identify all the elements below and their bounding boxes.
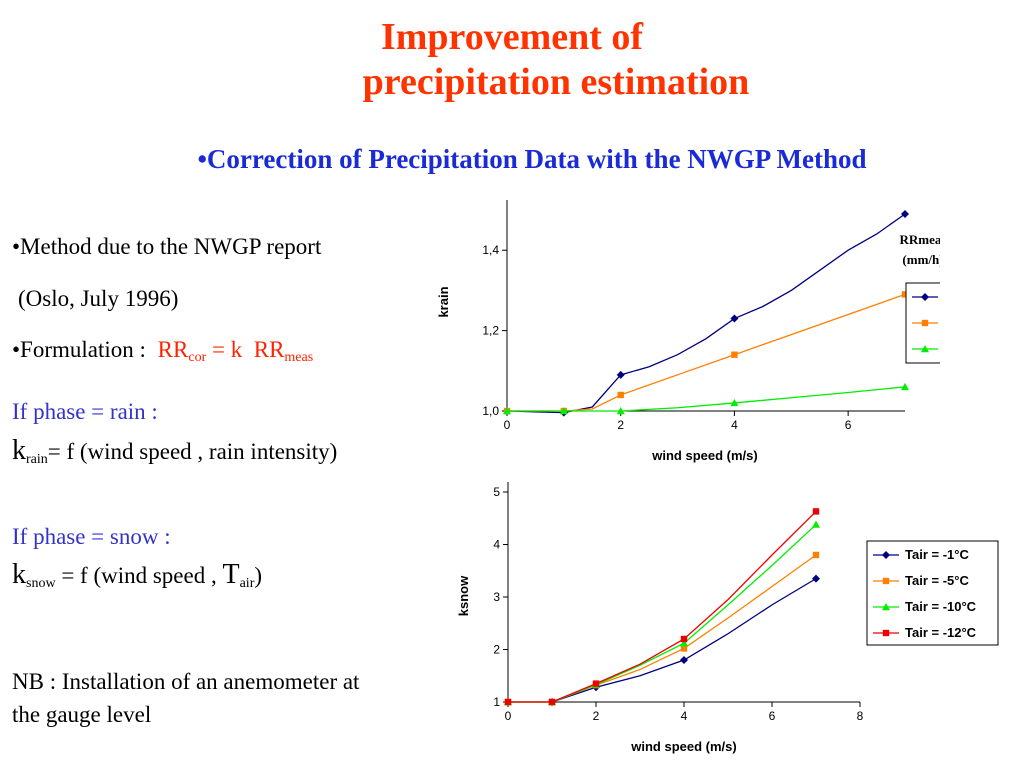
ksnow-series-line-0 <box>508 578 817 703</box>
ksnow-series-line-2 <box>508 524 817 703</box>
formula: RRcor = k RRmeas <box>157 337 314 365</box>
ksnow-series-3-point <box>548 698 556 706</box>
krain-legend-marker-1 <box>921 319 929 327</box>
ksnow-series-2-point <box>680 639 688 647</box>
ksnow-x-label: wind speed (m/s) <box>630 739 736 754</box>
slide-title-line1: Improvement of <box>380 16 644 58</box>
ksnow-legend-marker-1 <box>882 577 890 585</box>
krain-chart: krain wind speed (m/s) RRmeas (mm/h) 0 2 4… <box>436 200 940 463</box>
krain-y-tick-label: 1,4 <box>482 243 499 257</box>
krain-series-2-point <box>730 398 739 407</box>
ksnow-x-tick-label: 2 <box>593 709 600 723</box>
krain-series-line-0 <box>506 213 906 414</box>
ksnow-series-1-point <box>812 551 820 559</box>
ksnow-y-tick-label: 5 <box>493 485 500 499</box>
krain-x-tick-label: 6 <box>845 418 852 432</box>
krain-y-tick-label: 1,2 <box>482 324 499 338</box>
bullet-method-cont: (Oslo, July 1996) <box>18 286 179 311</box>
ksnow-legend <box>866 540 999 646</box>
krain-y-label: krain <box>436 286 451 317</box>
k-rain-formula: krain= f (wind speed , rain intensity) <box>12 435 338 467</box>
ksnow-legend-label-2: Tair = -10°C <box>905 599 977 614</box>
ksnow-series-line-3 <box>508 510 817 703</box>
ksnow-legend-marker-3 <box>882 629 890 637</box>
bullet-method: •Method due to the NWGP report <box>12 234 322 259</box>
ksnow-y-label: ksnow <box>456 575 471 616</box>
ksnow-legend-marker-0 <box>882 551 890 559</box>
ksnow-series-1-point <box>680 645 688 652</box>
ksnow-series-3-point <box>680 635 688 643</box>
ksnow-x-tick-label: 8 <box>857 709 864 723</box>
krain-series-2-point <box>616 407 625 415</box>
nb-note-line1: NB : Installation of an anemometer at <box>12 669 360 694</box>
krain-y-tick-label: 1,0 <box>482 404 499 418</box>
krain-x-tick-label: 4 <box>731 418 738 432</box>
krain-series-0-point <box>730 314 739 323</box>
ksnow-series-3-point <box>592 680 600 687</box>
ksnow-series-3-point <box>812 508 820 515</box>
ksnow-series-2-point <box>812 520 820 528</box>
krain-series-2-point <box>559 407 568 415</box>
ksnow-x-tick-label: 4 <box>681 709 688 723</box>
krain-legend-marker-0 <box>921 293 929 301</box>
krain-series-0-point <box>901 210 909 219</box>
snow-phase: If phase = snow : <box>12 524 171 549</box>
ksnow-x-tick-label: 6 <box>769 709 776 723</box>
krain-x-label: wind speed (m/s) <box>651 448 757 463</box>
krain-legend-title-1: RRmeas <box>900 232 940 247</box>
krain-x-tick-label: 0 <box>504 418 511 432</box>
ksnow-y-tick-label: 1 <box>493 695 500 709</box>
ksnow-y-tick-label: 3 <box>493 590 500 604</box>
krain-x-tick-label: 2 <box>617 418 624 432</box>
ksnow-legend-label-0: Tair = -1°C <box>905 547 969 562</box>
krain-legend-marker-2 <box>921 345 929 353</box>
ksnow-chart: ksnow wind speed (m/s) 0 2 4 6 8 1 2 3 4 5 Tair = … <box>456 482 999 754</box>
slide-title-line2: precipitation estimation <box>362 61 750 103</box>
formulation-label: •Formulation : <box>12 337 146 362</box>
krain-series-line-2 <box>507 386 906 412</box>
krain-series-1-point <box>617 391 624 399</box>
bullet-formulation: •Formulation : RRcor = k RRmeas <box>12 336 314 365</box>
rain-phase: If phase = rain : <box>12 399 158 424</box>
krain-legend-title-2: (mm/h) <box>902 252 940 267</box>
k-snow-formula: ksnow = f (wind speed , Tair) <box>12 559 263 591</box>
ksnow-series-3-point <box>504 698 512 706</box>
krain-series-1-point <box>901 291 909 298</box>
krain-series-2-point <box>901 382 909 391</box>
slide-subtitle: •Correction of Precipitation Data with t… <box>197 144 867 174</box>
ksnow-series-line-1 <box>508 554 817 703</box>
krain-series-0-point <box>616 370 625 379</box>
ksnow-series-0-point <box>812 574 820 583</box>
ksnow-y-tick-label: 4 <box>493 538 500 552</box>
krain-series-1-point <box>731 351 738 358</box>
ksnow-series-0-point <box>680 656 688 664</box>
krain-series-line-1 <box>507 293 906 412</box>
ksnow-legend-marker-2 <box>882 603 890 611</box>
krain-series-2-point <box>503 407 511 415</box>
ksnow-legend-label-1: Tair = -5°C <box>905 573 969 588</box>
nb-note-line2: the gauge level <box>12 702 152 727</box>
ksnow-x-tick-label: 0 <box>505 709 512 723</box>
ksnow-y-tick-label: 2 <box>493 643 500 657</box>
ksnow-legend-label-3: Tair = -12°C <box>905 625 977 640</box>
